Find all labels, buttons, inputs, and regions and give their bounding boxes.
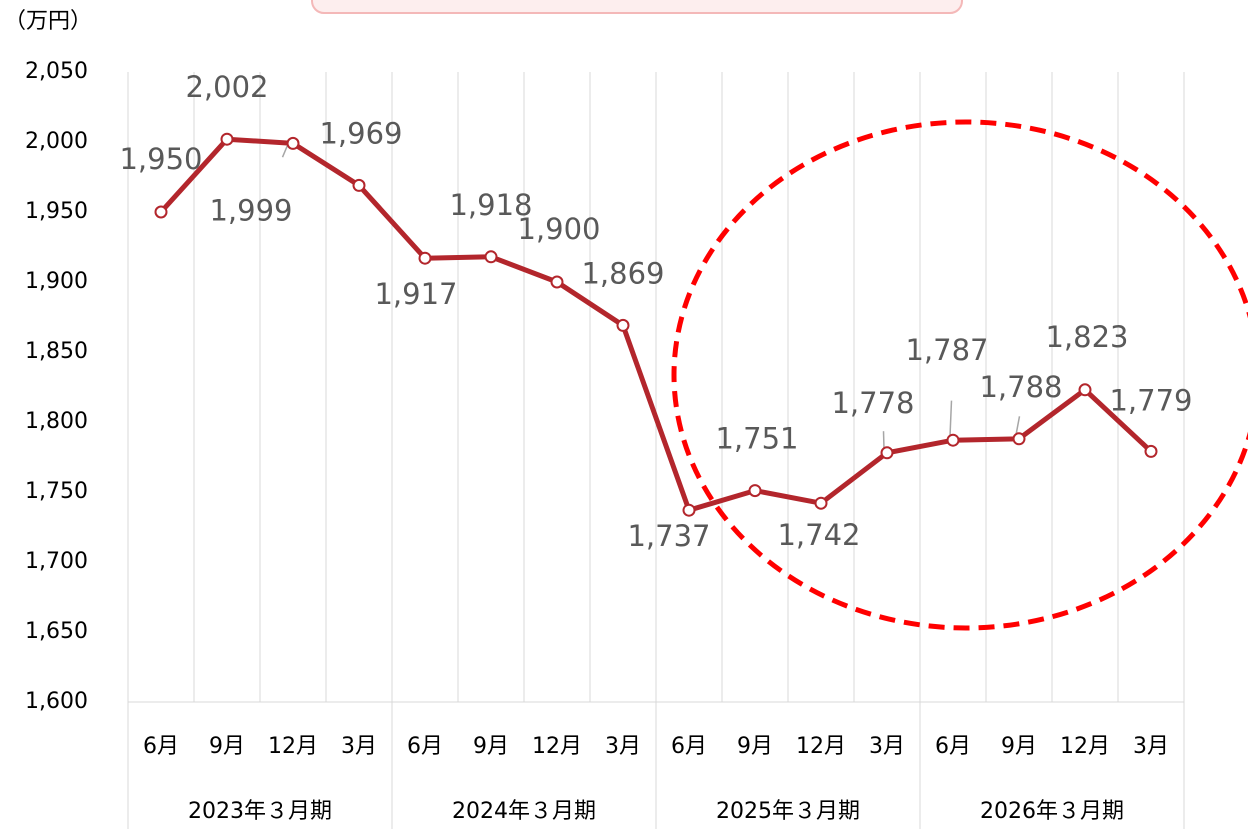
y-tick-label: 1,650 xyxy=(25,619,88,644)
data-label: 1,999 xyxy=(209,193,292,227)
x-tick-label: 6月 xyxy=(407,734,443,759)
marker xyxy=(814,496,828,510)
data-label: 1,917 xyxy=(374,277,457,311)
group-label: 2024年３月期 xyxy=(452,799,596,824)
marker xyxy=(880,446,894,460)
data-label: 1,788 xyxy=(979,370,1062,404)
x-tick-label: 12月 xyxy=(532,734,582,759)
x-tick-label: 9月 xyxy=(1001,734,1037,759)
marker xyxy=(154,205,168,219)
data-label: 1,778 xyxy=(831,386,914,420)
highlight-ellipse xyxy=(671,119,1248,631)
x-tick-label: 9月 xyxy=(473,734,509,759)
data-label: 1,737 xyxy=(627,519,710,553)
marker xyxy=(1144,444,1158,458)
marker xyxy=(1078,383,1092,397)
x-tick-label: 12月 xyxy=(268,734,318,759)
data-label: 1,742 xyxy=(777,518,860,552)
data-label: 1,751 xyxy=(715,422,798,456)
x-tick-label: 3月 xyxy=(605,734,641,759)
y-tick-label: 1,900 xyxy=(25,269,88,294)
group-label: 2026年３月期 xyxy=(980,799,1124,824)
marker xyxy=(616,318,630,332)
line xyxy=(159,136,1153,513)
marker xyxy=(748,484,762,498)
x-tick-label: 12月 xyxy=(1060,734,1110,759)
marker xyxy=(946,433,960,447)
x-tick-label: 3月 xyxy=(869,734,905,759)
x-tick-label: 3月 xyxy=(341,734,377,759)
data-label: 1,869 xyxy=(581,256,664,290)
marker xyxy=(418,251,432,265)
x-tick-label: 6月 xyxy=(935,734,971,759)
marker xyxy=(1012,432,1026,446)
data-label: 1,787 xyxy=(905,333,988,367)
x-tick-label: 9月 xyxy=(737,734,773,759)
x-tick-label: 6月 xyxy=(671,734,707,759)
y-tick-label: 1,750 xyxy=(25,479,88,504)
marker xyxy=(682,503,696,517)
x-tick-label: 12月 xyxy=(796,734,846,759)
x-tick-label: 9月 xyxy=(209,734,245,759)
y-tick-label: 1,600 xyxy=(25,689,88,714)
data-label: 2,002 xyxy=(185,70,268,104)
y-tick-label: 1,850 xyxy=(25,339,88,364)
y-tick-label: 1,700 xyxy=(25,549,88,574)
data-label: 1,823 xyxy=(1045,320,1128,354)
data-label: 1,969 xyxy=(319,116,402,150)
data-label: 1,900 xyxy=(517,212,600,246)
y-tick-label: 1,800 xyxy=(25,409,88,434)
y-tick-label: 2,000 xyxy=(25,129,88,154)
data-label: 1,779 xyxy=(1109,383,1192,417)
marker xyxy=(550,275,564,289)
leader-line xyxy=(1015,416,1021,435)
leader-line xyxy=(882,431,885,449)
leader-line xyxy=(949,400,953,437)
group-label: 2025年３月期 xyxy=(716,799,860,824)
unit-label: （万円） xyxy=(4,9,92,34)
marker xyxy=(484,250,498,264)
data-label: 1,918 xyxy=(449,188,532,222)
y-tick-label: 2,050 xyxy=(25,59,88,84)
marker xyxy=(220,132,234,146)
y-tick-label: 1,950 xyxy=(25,199,88,224)
marker xyxy=(286,136,300,150)
x-tick-label: 3月 xyxy=(1133,734,1169,759)
marker xyxy=(352,178,366,192)
x-tick-label: 6月 xyxy=(143,734,179,759)
data-label: 1,950 xyxy=(119,142,202,176)
header-box xyxy=(311,0,963,14)
group-label: 2023年３月期 xyxy=(188,799,332,824)
